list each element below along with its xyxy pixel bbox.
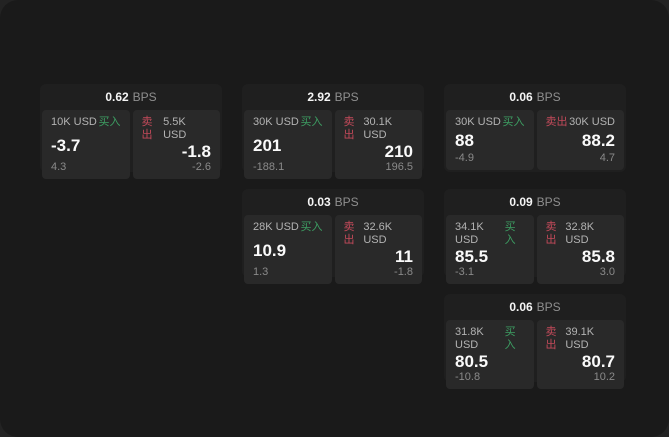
- sell-delta: 4.7: [599, 152, 615, 164]
- buy-amount: 30K USD: [253, 116, 299, 128]
- sell-price: -1.8: [181, 142, 211, 161]
- quote-card: 0.03 BPS 28K USD 买入 10.9 1.3 卖出 32.6K US…: [242, 189, 424, 284]
- buy-side-label: 买入: [300, 221, 323, 233]
- sell-side-label: 卖出: [141, 116, 153, 141]
- spread-value: 0.03: [307, 195, 331, 209]
- buy-price: -3.7: [51, 135, 81, 155]
- sell-side-label: 卖出: [545, 326, 557, 351]
- buy-delta: -10.8: [455, 371, 481, 383]
- buy-amount: 30K USD: [455, 116, 501, 128]
- buy-amount: 31.8K USD: [455, 326, 484, 351]
- buy-delta: 4.3: [51, 161, 67, 173]
- buy-delta: -4.9: [455, 152, 474, 164]
- buy-delta: -188.1: [253, 161, 285, 173]
- bps-unit-label: BPS: [536, 300, 561, 314]
- sell-tile[interactable]: 卖出 30.1K USD 210 196.5: [334, 110, 422, 179]
- sell-tile[interactable]: 卖出 32.8K USD 85.8 3.0: [536, 215, 624, 284]
- buy-price: 85.5: [455, 247, 489, 266]
- buy-tile[interactable]: 31.8K USD 买入 80.5 -10.8: [446, 320, 534, 389]
- sell-tile[interactable]: 卖出 39.1K USD 80.7 10.2: [536, 320, 624, 389]
- spread-value: 2.92: [307, 90, 331, 104]
- sell-tile[interactable]: 卖出 5.5K USD -1.8 -2.6: [132, 110, 220, 179]
- spread-value: 0.06: [509, 300, 533, 314]
- buy-price: 201: [253, 135, 282, 155]
- sell-delta: 196.5: [385, 161, 413, 173]
- quote-card: 0.06 BPS 30K USD 买入 88 -4.9 卖出 30K USD 8…: [444, 84, 626, 172]
- bps-unit-label: BPS: [536, 195, 561, 209]
- sell-price: 210: [384, 142, 413, 161]
- spread-value: 0.09: [509, 195, 533, 209]
- buy-price: 10.9: [253, 240, 287, 260]
- buy-tile[interactable]: 28K USD 买入 10.9 1.3: [244, 215, 332, 284]
- spread-value: 0.06: [509, 90, 533, 104]
- sell-amount: 39.1K USD: [565, 326, 595, 351]
- sell-amount: 32.8K USD: [565, 221, 595, 246]
- spread-header: 0.03 BPS: [242, 189, 424, 215]
- spread-value: 0.62: [105, 90, 129, 104]
- bps-unit-label: BPS: [334, 90, 359, 104]
- buy-side-label: 买入: [504, 326, 516, 351]
- buy-side-label: 买入: [300, 116, 323, 128]
- spread-header: 0.62 BPS: [40, 84, 222, 110]
- sell-delta: -2.6: [192, 161, 211, 173]
- spread-header: 0.06 BPS: [444, 84, 626, 110]
- bps-unit-label: BPS: [536, 90, 561, 104]
- buy-tile[interactable]: 30K USD 买入 201 -188.1: [244, 110, 332, 179]
- sell-side-label: 卖出: [343, 116, 355, 141]
- buy-tile[interactable]: 30K USD 买入 88 -4.9: [446, 110, 534, 170]
- sell-side-label: 卖出: [343, 221, 355, 246]
- buy-price: 88: [455, 131, 474, 150]
- sell-side-label: 卖出: [545, 116, 568, 128]
- sell-delta: 10.2: [593, 371, 615, 383]
- sell-amount: 32.6K USD: [363, 221, 393, 246]
- bps-unit-label: BPS: [334, 195, 359, 209]
- buy-delta: -3.1: [455, 266, 474, 278]
- sell-delta: 3.0: [599, 266, 615, 278]
- sell-delta: -1.8: [394, 266, 413, 278]
- sell-price: 88.2: [581, 131, 615, 150]
- buy-side-label: 买入: [504, 221, 516, 246]
- spread-header: 2.92 BPS: [242, 84, 424, 110]
- quote-card: 2.92 BPS 30K USD 买入 201 -188.1 卖出 30.1K …: [242, 84, 424, 179]
- sell-amount: 5.5K USD: [163, 116, 187, 141]
- buy-tile[interactable]: 34.1K USD 买入 85.5 -3.1: [446, 215, 534, 284]
- bps-unit-label: BPS: [132, 90, 157, 104]
- sell-amount: 30.1K USD: [363, 116, 393, 141]
- sell-price: 85.8: [581, 247, 615, 266]
- buy-tile[interactable]: 10K USD 买入 -3.7 4.3: [42, 110, 130, 179]
- quote-card: 0.09 BPS 34.1K USD 买入 85.5 -3.1 卖出 32.8K…: [444, 189, 626, 284]
- buy-price: 80.5: [455, 352, 489, 371]
- buy-amount: 34.1K USD: [455, 221, 484, 246]
- sell-price: 80.7: [581, 352, 615, 371]
- quote-card: 0.62 BPS 10K USD 买入 -3.7 4.3 卖出 5.5K USD…: [40, 84, 222, 179]
- quote-card: 0.06 BPS 31.8K USD 买入 80.5 -10.8 卖出 39.1…: [444, 294, 626, 389]
- spread-header: 0.09 BPS: [444, 189, 626, 215]
- buy-side-label: 买入: [98, 116, 121, 128]
- buy-amount: 10K USD: [51, 116, 97, 128]
- sell-amount: 30K USD: [569, 116, 615, 128]
- buy-side-label: 买入: [502, 116, 525, 128]
- sell-tile[interactable]: 卖出 32.6K USD 11 -1.8: [334, 215, 422, 284]
- buy-delta: 1.3: [253, 266, 269, 278]
- spread-header: 0.06 BPS: [444, 294, 626, 320]
- buy-amount: 28K USD: [253, 221, 299, 233]
- sell-price: 11: [395, 247, 413, 266]
- sell-tile[interactable]: 卖出 30K USD 88.2 4.7: [536, 110, 624, 170]
- sell-side-label: 卖出: [545, 221, 557, 246]
